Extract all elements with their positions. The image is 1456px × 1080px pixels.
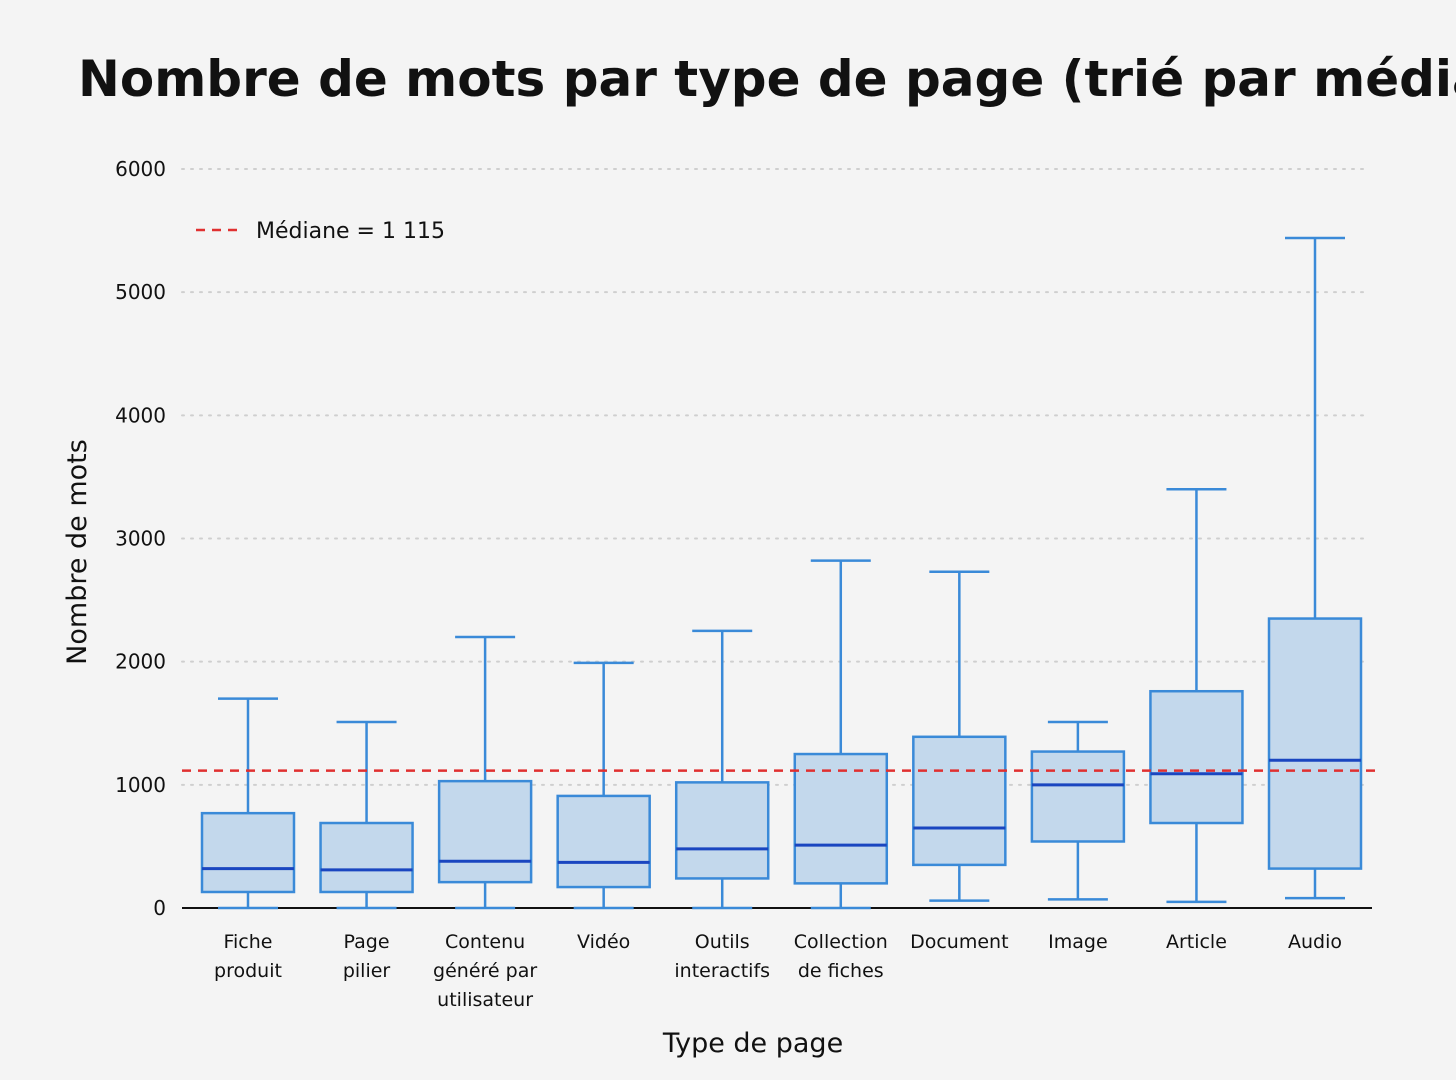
iqr-box-0 [200,811,296,894]
category-label-line: Document [910,931,1008,953]
category-label-line: Audio [1288,931,1342,953]
box-2 [437,635,533,910]
category-label-line: de fiches [798,960,884,982]
y-tick-label-2: 2000 [115,650,166,674]
box-1 [319,720,414,910]
legend: Médiane = 1 115 [196,219,445,244]
y-tick-label-6: 6000 [115,157,166,181]
category-label-line: Page [344,931,390,953]
iqr-box-3 [556,794,651,889]
boxes [200,236,1363,910]
category-label-0: Fiche produit [214,931,282,982]
box-0 [200,697,296,910]
box-3 [556,661,651,910]
box-5 [793,559,889,910]
category-label-line: utilisateur [437,989,533,1011]
y-tick-label-3: 3000 [115,527,166,551]
category-label-7: Image [1048,931,1108,953]
iqr-box-5 [793,752,889,885]
box-4 [674,629,770,910]
iqr-box-7 [1030,750,1126,843]
y-tick-label-0: 0 [153,896,166,920]
legend-label: Médiane = 1 115 [256,219,445,244]
category-label-5: Collection de fiches [794,931,888,982]
x-axis-title: Type de page [662,1028,843,1059]
iqr-box-6 [912,735,1007,867]
iqr-box-9 [1267,617,1363,870]
box-7 [1030,720,1126,901]
y-tick-label-5: 5000 [115,280,166,304]
chart-title: Nombre de mots par type de page (trié pa… [78,50,1456,108]
category-label-line: Article [1166,931,1227,953]
category-label-line: interactifs [674,960,770,982]
box-9 [1267,236,1363,900]
x-tick-labels: Fiche produit Page pilier Contenu généré par u… [214,931,1342,1011]
category-label-line: Contenu [445,931,525,953]
y-tick-label-1: 1000 [115,773,166,797]
category-label-4: Outils interactifs [674,931,770,982]
y-tick-labels: 0 1000 2000 3000 4000 5000 6000 [115,157,166,920]
category-label-line: Image [1048,931,1108,953]
box-6 [912,570,1007,902]
category-label-line: Fiche [223,931,272,953]
category-label-line: Collection [794,931,888,953]
iqr-box-8 [1149,689,1244,825]
category-label-3: Vidéo [577,931,630,953]
iqr-box-1 [319,821,414,894]
category-label-line: pilier [343,960,391,982]
category-label-8: Article [1166,931,1227,953]
category-label-1: Page pilier [343,931,391,982]
category-label-line: Vidéo [577,931,630,953]
y-axis-title: Nombre de mots [62,439,93,665]
category-label-6: Document [910,931,1008,953]
category-label-2: Contenu généré par utilisateur [433,931,537,1011]
category-label-line: généré par [433,960,537,982]
category-label-9: Audio [1288,931,1342,953]
box-8 [1149,487,1244,904]
category-label-line: Outils [695,931,750,953]
y-tick-label-4: 4000 [115,403,166,427]
category-label-line: produit [214,960,282,982]
iqr-box-2 [437,779,533,884]
grid-lines [181,168,1367,786]
iqr-box-4 [674,781,770,880]
